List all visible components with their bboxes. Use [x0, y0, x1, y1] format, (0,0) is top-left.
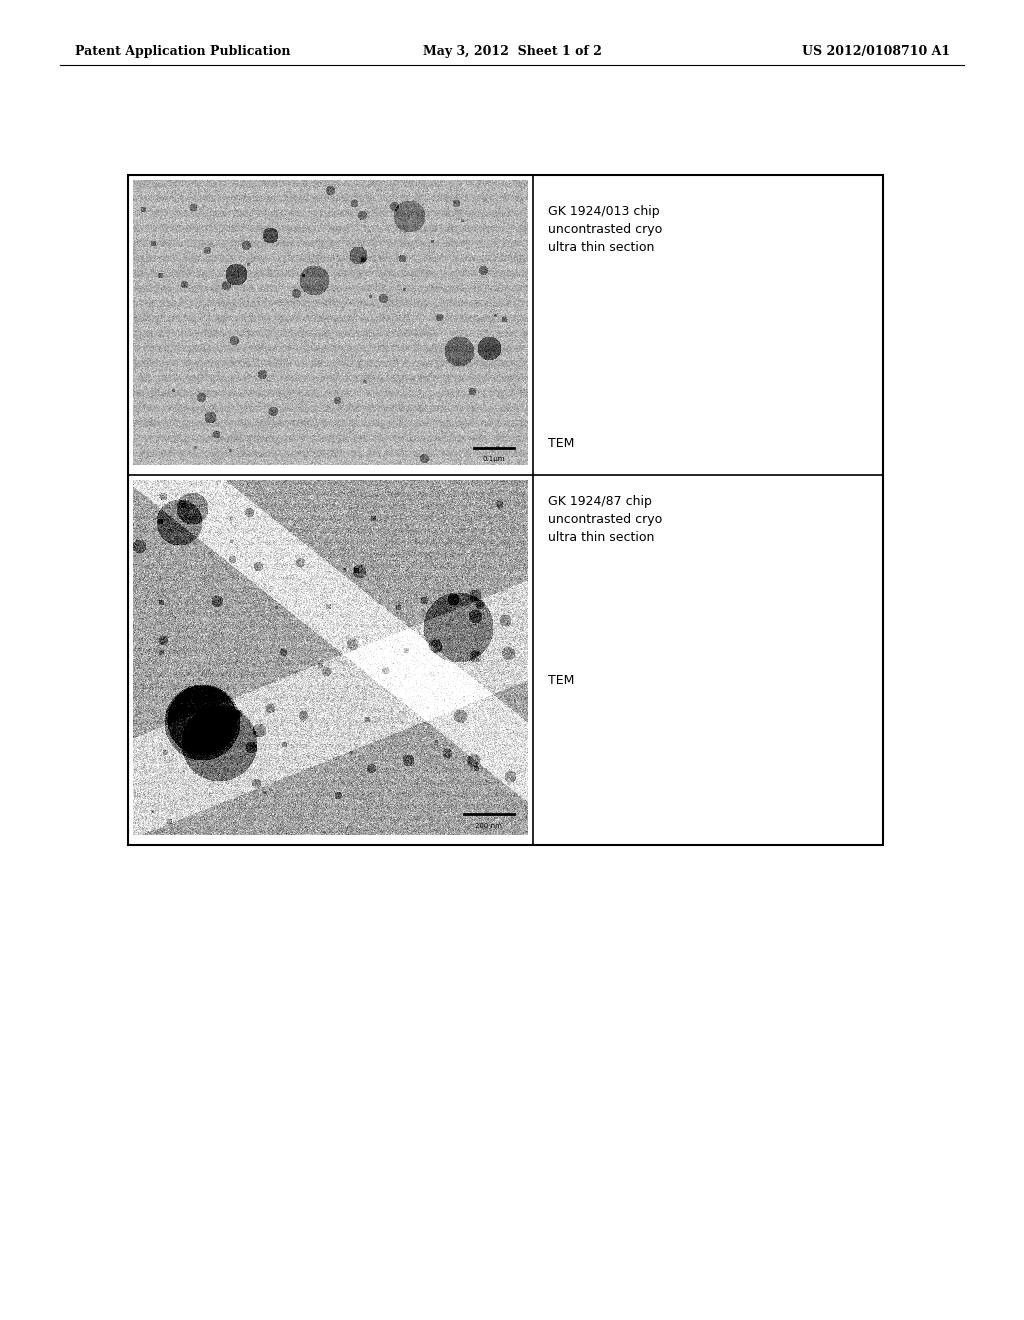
Text: GK 1924/87 chip
uncontrasted cryo
ultra thin section: GK 1924/87 chip uncontrasted cryo ultra …: [548, 495, 663, 544]
Text: US 2012/0108710 A1: US 2012/0108710 A1: [802, 45, 950, 58]
Text: Patent Application Publication: Patent Application Publication: [75, 45, 291, 58]
Text: 0.1μm: 0.1μm: [482, 455, 505, 462]
Text: TEM: TEM: [548, 437, 574, 450]
Text: May 3, 2012  Sheet 1 of 2: May 3, 2012 Sheet 1 of 2: [423, 45, 601, 58]
Bar: [128, 176, 883, 845]
Text: 200 nm: 200 nm: [475, 822, 502, 829]
Text: TEM: TEM: [548, 673, 574, 686]
Text: GK 1924/013 chip
uncontrasted cryo
ultra thin section: GK 1924/013 chip uncontrasted cryo ultra…: [548, 205, 663, 253]
